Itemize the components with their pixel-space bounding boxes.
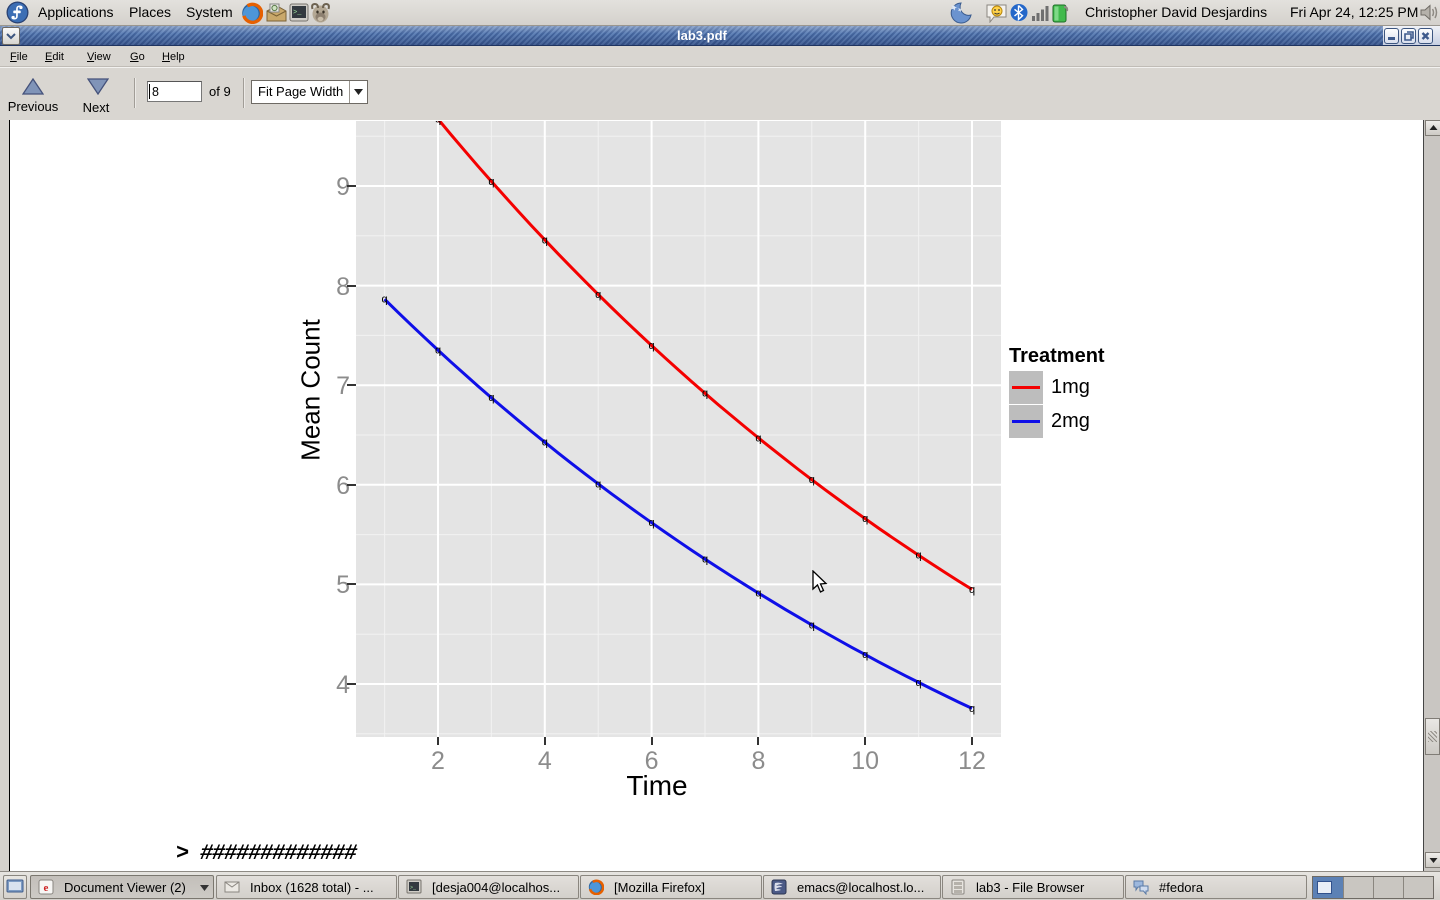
- svg-text:q: q: [916, 550, 922, 562]
- svg-text:q: q: [969, 584, 975, 596]
- svg-text:q: q: [702, 388, 708, 400]
- svg-text:q: q: [755, 588, 761, 600]
- svg-text:q: q: [862, 513, 868, 525]
- svg-text:q: q: [435, 121, 441, 126]
- svg-text:q: q: [809, 619, 815, 631]
- svg-text:e: e: [44, 882, 49, 894]
- svg-text:>_: >_: [293, 9, 302, 17]
- svg-text:q: q: [702, 554, 708, 566]
- svg-text:q: q: [755, 432, 761, 444]
- svg-text:q: q: [595, 478, 601, 490]
- svg-text:>_: >_: [410, 885, 417, 891]
- svg-text:q: q: [969, 703, 975, 715]
- svg-text:q: q: [435, 345, 441, 357]
- svg-text:q: q: [649, 517, 655, 529]
- svg-text:q: q: [382, 294, 388, 306]
- svg-text:q: q: [595, 289, 601, 301]
- svg-text:q: q: [542, 437, 548, 449]
- svg-text:q: q: [649, 340, 655, 352]
- svg-text:q: q: [809, 474, 815, 486]
- svg-text:q: q: [542, 234, 548, 246]
- svg-text:q: q: [862, 649, 868, 661]
- svg-text:q: q: [488, 176, 494, 188]
- svg-text:q: q: [916, 677, 922, 689]
- svg-text:q: q: [488, 392, 494, 404]
